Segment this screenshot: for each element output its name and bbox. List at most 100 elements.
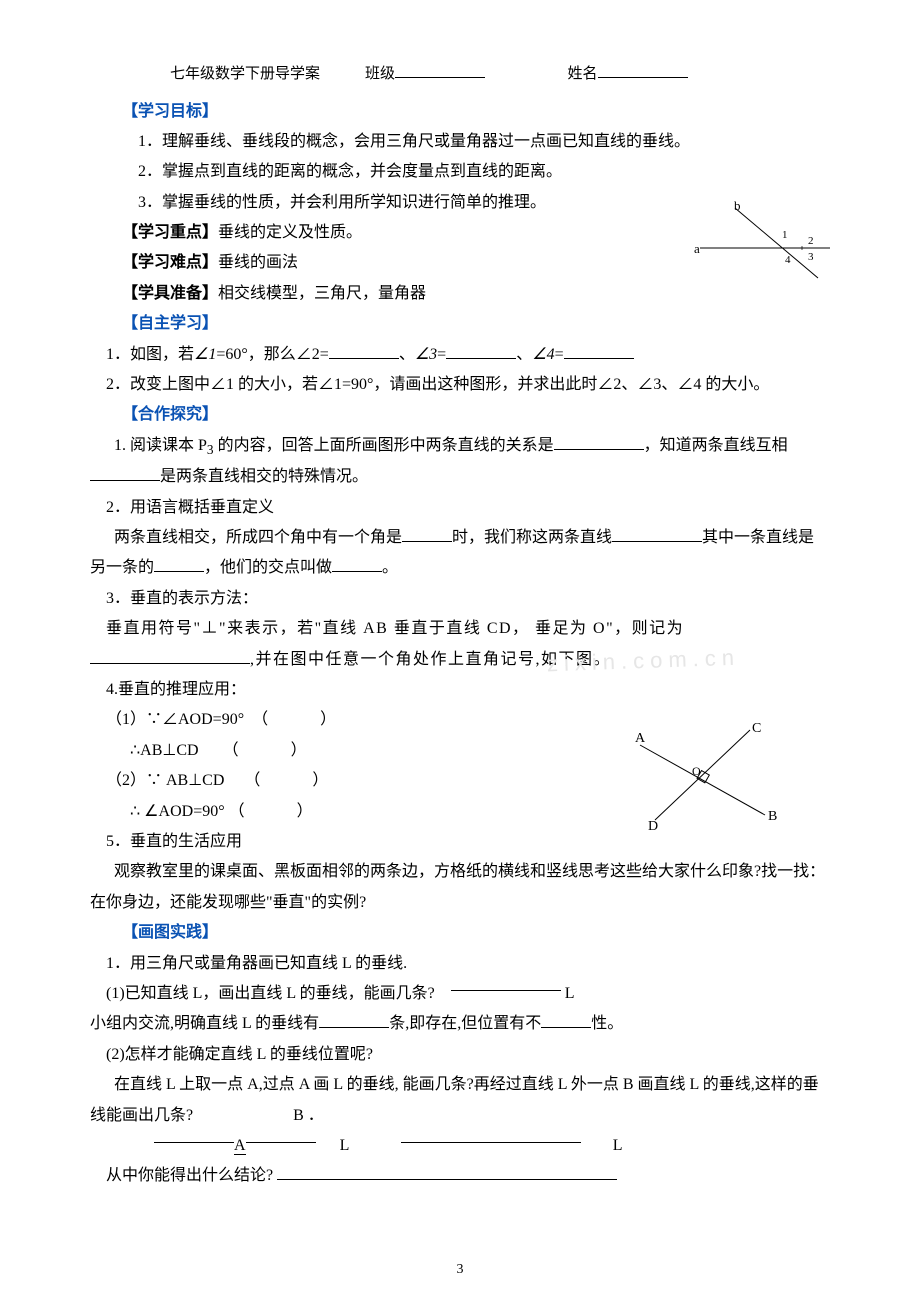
s6-p1a: 1. 阅读课本 P (114, 437, 207, 454)
s5-q1f: = (555, 346, 564, 363)
s6-p2a: 两条直线相交，所成四个角中有一个角是 (114, 529, 402, 546)
s2-text: 垂线的定义及性质。 (218, 224, 362, 241)
s1-title-row: 【学习目标】 (90, 97, 830, 127)
s7-p1: 1．用三角尺或量角器画已知直线 L 的垂线. (90, 949, 830, 979)
s7-title: 【画图实践】 (122, 924, 218, 941)
page: 七年级数学下册导学案 班级 姓名 a b 1 2 3 4 【学习目标】 1．理解… (0, 0, 920, 1302)
blank-q1-2 (446, 342, 516, 359)
s7-title-row: 【画图实践】 (90, 918, 830, 948)
s1-i2: 2．掌握点到直线的距离的概念，并会度量点到直线的距离。 (90, 157, 830, 187)
s6-p3: 3．垂直的表示方法： (90, 584, 830, 614)
lines-row: A L L (90, 1131, 830, 1161)
s4-text: 相交线模型，三角尺，量角器 (218, 285, 426, 302)
ang2: 2 (808, 235, 814, 247)
s5-q1c: 、 (399, 346, 415, 363)
page-header: 七年级数学下册导学案 班级 姓名 (90, 60, 830, 89)
s6-p1sub: 3 (207, 442, 214, 457)
s7-p1c: 条,即存在,但位置有不 (389, 1015, 541, 1032)
s7-p2a-text: 在直线 L 上取一点 A,过点 A 画 L 的垂线, 能画几条?再经过直线 L … (90, 1076, 819, 1123)
s6-p4: 4.垂直的推理应用： (90, 675, 830, 705)
figure-aod: A C B D O (620, 720, 790, 840)
s6-p2d: ，他们的交点叫做 (204, 559, 332, 576)
s6-p1c: ，知道两条直线互相 (644, 437, 788, 454)
ang1: 1 (782, 229, 788, 241)
s5-q1d: = (437, 346, 446, 363)
class-label: 班级 (365, 66, 395, 82)
label-a: a (694, 241, 700, 256)
s6-p2b: 时，我们称这两条直线 (452, 529, 612, 546)
s7-concl: 从中你能得出什么结论? (106, 1167, 273, 1184)
s6-p3b: ,并在图中任意一个角处作上直角记号,如下图。 (250, 651, 611, 668)
name-label: 姓名 (568, 66, 598, 82)
s4-row: 【学具准备】相交线模型，三角尺，量角器 (90, 279, 830, 309)
lab-C: C (752, 721, 761, 736)
s5-q1b: =60°，那么∠2= (216, 346, 328, 363)
figure-intersecting-lines: a b 1 2 3 4 (690, 200, 840, 280)
s6-p5a: 观察教室里的课桌面、黑板面相邻的两条边，方格纸的横线和竖线思考这些给大家什么印象… (90, 857, 830, 918)
blank-p3-1 (90, 647, 250, 664)
s6-p3a: 垂直用符号"⊥"来表示，若"直线 AB 垂直于直线 CD， 垂足为 O"，则记为 (106, 620, 684, 637)
s5-q1a: 1．如图，若 (106, 346, 194, 363)
blank-q1-1 (329, 342, 399, 359)
s7-p1a-row: (1)已知直线 L，画出直线 L 的垂线，能画几条? L (90, 979, 830, 1009)
label-L-1: L (565, 985, 575, 1002)
page-number: 3 (0, 1257, 920, 1284)
line-seg-3 (401, 1142, 581, 1143)
intersecting-lines-svg: a b 1 2 3 4 (690, 200, 840, 280)
s7-p2a: 在直线 L 上取一点 A,过点 A 画 L 的垂线, 能画几条?再经过直线 L … (90, 1070, 830, 1131)
blank-concl (277, 1163, 617, 1180)
s6-p1d: 是两条直线相交的特殊情况。 (160, 468, 368, 485)
s7-p1b-row: 小组内交流,明确直线 L 的垂线有 条,即存在,但位置有不 性。 (90, 1009, 830, 1039)
label-b: b (734, 200, 741, 213)
s6-p3-body: 垂直用符号"⊥"来表示，若"直线 AB 垂直于直线 CD， 垂足为 O"，则记为… (90, 614, 830, 675)
ang3: 3 (808, 251, 814, 263)
s6-title-row: 【合作探究】 (90, 400, 830, 430)
s6-p2e: 。 (382, 559, 398, 576)
line-L-1 (451, 990, 561, 991)
s7-concl-row: 从中你能得出什么结论? (90, 1161, 830, 1191)
blank-p2-3 (154, 555, 204, 572)
label-B: B ． (293, 1107, 324, 1124)
s1-i1: 1．理解垂线、垂线段的概念，会用三角尺或量角器过一点画已知直线的垂线。 (90, 127, 830, 157)
s3-text: 垂线的画法 (218, 254, 298, 271)
s5-title-row: 【自主学习】 (90, 309, 830, 339)
blank-p1-2 (90, 464, 160, 481)
line-seg-1 (154, 1142, 234, 1143)
blank-s7-1 (319, 1011, 389, 1028)
blank-p2-4 (332, 555, 382, 572)
label-A: A (234, 1137, 246, 1155)
lab-B: B (768, 809, 777, 824)
blank-p2-2 (612, 525, 702, 542)
blank-q1-3 (564, 342, 634, 359)
s7-p1a: (1)已知直线 L，画出直线 L 的垂线，能画几条? (106, 985, 435, 1002)
s6-title: 【合作探究】 (122, 406, 218, 423)
s6-p1b: 的内容，回答上面所画图形中两条直线的关系是 (214, 437, 554, 454)
s6-p1: 1. 阅读课本 P3 的内容，回答上面所画图形中两条直线的关系是 ，知道两条直线互… (90, 431, 830, 493)
blank-s7-2 (541, 1011, 591, 1028)
s7-p1b: 小组内交流,明确直线 L 的垂线有 (90, 1015, 319, 1032)
label-L-2: L (340, 1137, 349, 1154)
lab-A: A (635, 731, 646, 746)
s6-p2-body: 两条直线相交，所成四个角中有一个角是时，我们称这两条直线其中一条直线是另一条的，… (90, 523, 830, 584)
s5-q1e: 、 (516, 346, 532, 363)
lab-D: D (648, 819, 658, 834)
s4-title: 【学具准备】 (122, 285, 218, 302)
label-L-3: L (613, 1137, 623, 1154)
s5-q1: 1．如图，若∠1=60°，那么∠2=、∠3=、∠4= (90, 340, 830, 370)
s5-q2: 2．改变上图中∠1 的大小，若∠1=90°，请画出这种图形，并求出此时∠2、∠3… (90, 370, 830, 400)
aod-svg: A C B D O (620, 720, 790, 840)
s1-title: 【学习目标】 (122, 103, 218, 120)
line-seg-2 (246, 1142, 316, 1143)
ang4: 4 (785, 254, 791, 266)
lab-O: O (692, 764, 701, 778)
s7-p1d: 性。 (591, 1015, 623, 1032)
s6-p2: 2．用语言概括垂直定义 (90, 493, 830, 523)
s5-title: 【自主学习】 (122, 315, 218, 332)
s3-title: 【学习难点】 (122, 254, 218, 271)
blank-p1-1 (554, 433, 644, 450)
s7-p2: (2)怎样才能确定直线 L 的垂线位置呢? (90, 1040, 830, 1070)
class-blank (395, 62, 485, 78)
grade-text: 七年级数学下册导学案 (170, 66, 320, 82)
blank-p2-1 (402, 525, 452, 542)
s2-title: 【学习重点】 (122, 224, 218, 241)
